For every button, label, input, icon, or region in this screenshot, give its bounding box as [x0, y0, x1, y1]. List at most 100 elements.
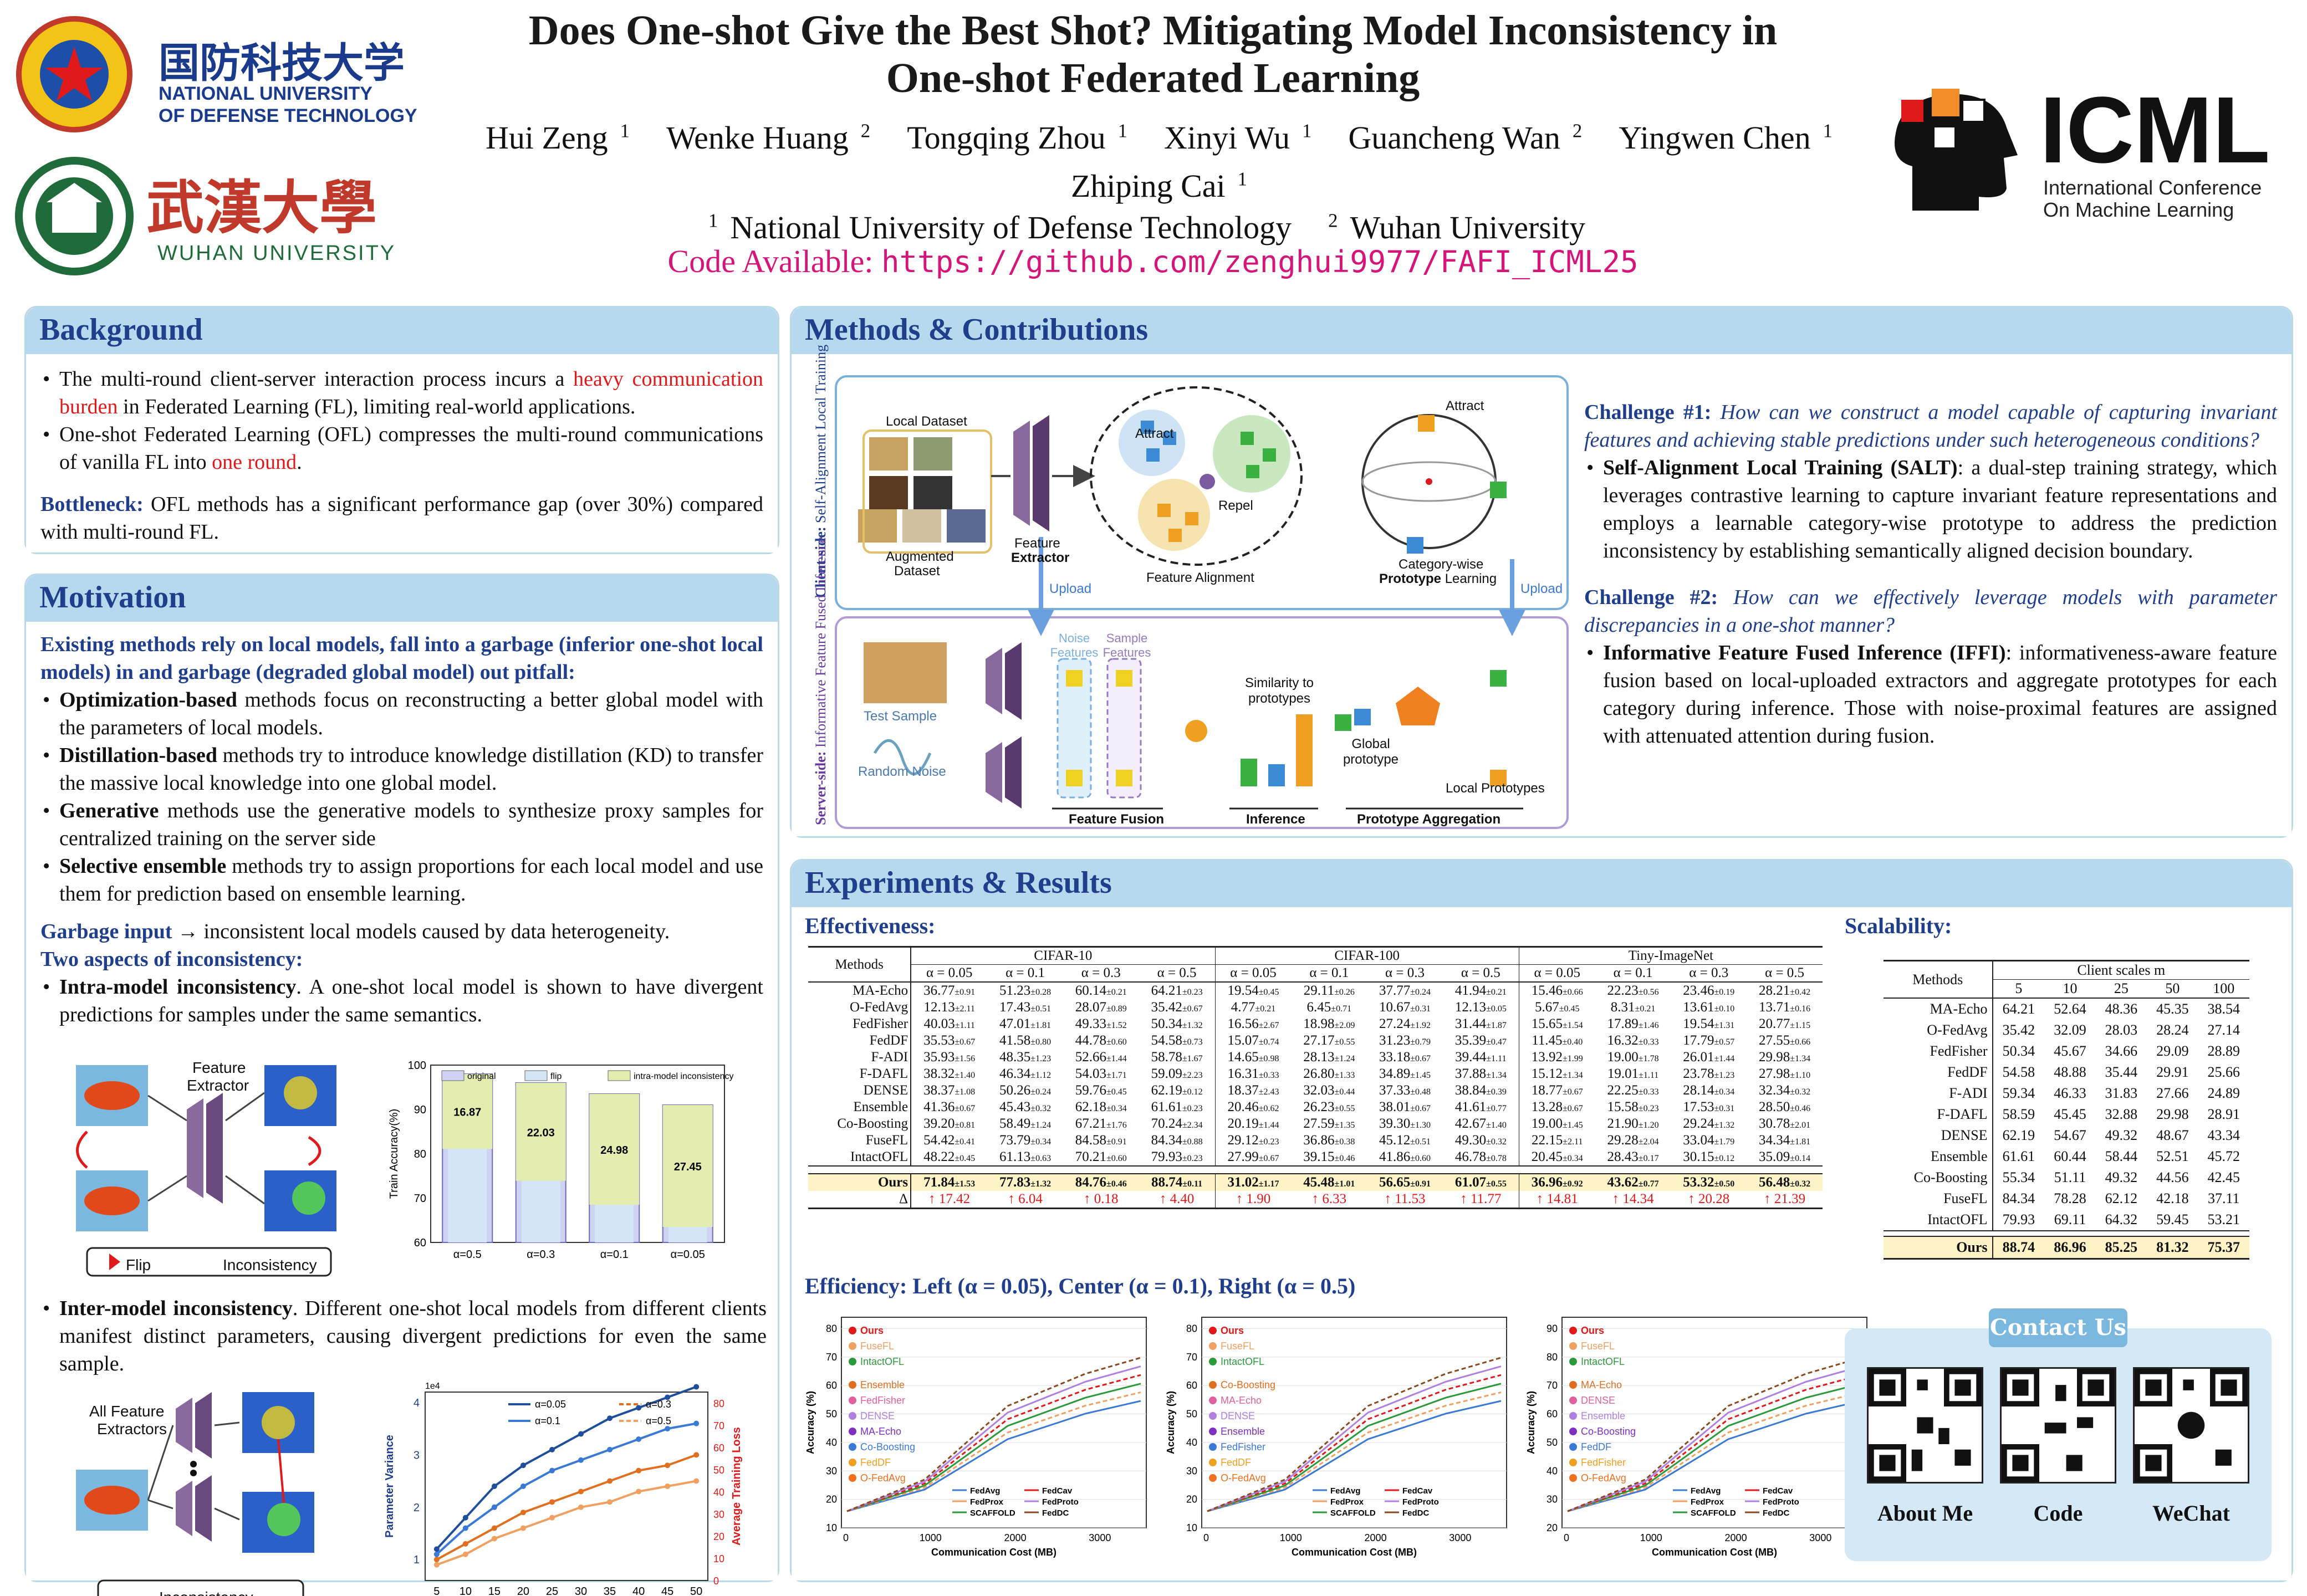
table-cell: 39.30±1.30 [1379, 1116, 1431, 1131]
inter-x-tick: 20 [517, 1585, 529, 1596]
intra-bar-inconsistency [515, 1083, 566, 1181]
eff-y-tick: 40 [826, 1437, 837, 1448]
eff-method-label: FedDF [1581, 1441, 1611, 1452]
delta-cell: ↑ 11.77 [1442, 1191, 1519, 1209]
qr-about-me[interactable] [1867, 1367, 1983, 1484]
table-row: FedFisher 50.34 45.67 34.66 29.09 28.89 [1884, 1041, 2249, 1062]
fig1-extractor-label2: Extractor [187, 1077, 249, 1094]
delta-cell: ↑ 0.18 [1084, 1191, 1119, 1206]
inter-point [520, 1462, 526, 1469]
table-cell: 29.98 [2156, 1106, 2189, 1122]
eff-point-marker [1569, 1428, 1577, 1435]
eff-y-tick: 20 [1186, 1494, 1197, 1505]
eff-series-line [846, 1357, 1141, 1512]
intra-bar-flip [668, 1227, 707, 1242]
eff-series-line [1567, 1383, 1862, 1512]
eff-point-marker [1209, 1474, 1217, 1482]
affiliation-number: 2 [1328, 210, 1338, 232]
table-cell: 12.13±0.05 [1442, 999, 1519, 1016]
server-side-label: Server-side: Informative Feature Fused I… [813, 536, 829, 825]
row-method-name: Ours [808, 1174, 912, 1191]
eff-y-tick: 50 [1186, 1409, 1197, 1420]
table-cell: 46.34±1.12 [999, 1066, 1052, 1081]
eff-x-tick: 2000 [1725, 1532, 1747, 1543]
inter-y-tick: 1 [414, 1554, 420, 1566]
table-row: Ensemble 61.61 60.44 58.44 52.51 45.72 [1884, 1146, 2249, 1167]
eff-method-label: DENSE [860, 1410, 895, 1421]
table-cell: 62.19±0.12 [1139, 1082, 1216, 1099]
eff-y-tick: 30 [826, 1465, 837, 1476]
table-cell: 58.59 [2002, 1106, 2035, 1122]
eff-method-label: DENSE [1221, 1410, 1255, 1421]
intra-legend-entry: original [467, 1072, 496, 1081]
eff-y-tick: 30 [1186, 1465, 1197, 1476]
eff-x-tick: 3000 [1809, 1532, 1831, 1543]
challenge-2: Challenge #2: How can we effectively lev… [1584, 586, 2277, 637]
table-cell: 18.98±2.09 [1303, 1016, 1355, 1031]
inter-point [636, 1488, 642, 1495]
inter-point [607, 1478, 613, 1484]
table-cell: 88.74±0.11 [1139, 1174, 1216, 1191]
qr-code[interactable] [2000, 1367, 2116, 1484]
table-header-alpha: α = 0.05 [1534, 965, 1580, 980]
table-cell: 41.94±0.21 [1442, 982, 1519, 999]
table-cell: 52.66±1.44 [1075, 1050, 1127, 1065]
delta-cell: ↑ 14.34 [1612, 1191, 1654, 1206]
label-local-prototypes: Local Prototypes [1446, 781, 1545, 796]
author-affiliation-number: 1 [1302, 120, 1312, 142]
author-name: Zhiping Cai [1070, 167, 1226, 204]
code-url[interactable]: https://github.com/zenghui9977/FAFI_ICML… [881, 244, 1639, 279]
table-cell: 27.55±0.66 [1759, 1033, 1811, 1048]
table-cell: 44.78±0.60 [1075, 1033, 1127, 1048]
inter-x-tick: 5 [433, 1585, 440, 1596]
eff-y-tick: 40 [1546, 1465, 1558, 1476]
eff-method-label: DENSE [1581, 1395, 1615, 1406]
table-cell: 45.45 [2054, 1106, 2086, 1122]
scale-header-m: 50 [2165, 980, 2180, 996]
table-cell: 61.61 [2002, 1148, 2035, 1164]
row-method-name: FedFisher [1884, 1041, 1993, 1062]
table-cell: 13.71±0.16 [1759, 1000, 1811, 1015]
table-cell: 62.12 [2105, 1190, 2138, 1206]
intra-bar-inconsistency [662, 1105, 713, 1227]
table-cell: 50.26±0.24 [999, 1083, 1052, 1098]
iffi-bullet: Informative Feature Fused Inference (IFF… [1584, 639, 2277, 750]
table-cell: 61.13±0.63 [999, 1149, 1052, 1164]
eff-point-marker [1209, 1358, 1217, 1365]
table-cell: 22.23±0.56 [1607, 983, 1659, 998]
table-cell: 34.34±1.81 [1759, 1133, 1811, 1148]
background-bullet-2: One-shot Federated Learning (OFL) compre… [40, 421, 763, 476]
table-cell: 27.24±1.92 [1379, 1016, 1431, 1031]
intra-x-tick: α=0.5 [453, 1249, 482, 1261]
table-cell: 36.77±0.91 [923, 983, 976, 998]
table-cell: 41.61±0.77 [1442, 1099, 1519, 1116]
table-cell: 27.66 [2156, 1085, 2189, 1101]
eff-legend-entry: FedProto [1763, 1497, 1799, 1507]
inter-point [636, 1467, 642, 1474]
eff-y-tick: 20 [826, 1494, 837, 1505]
background-title: Background [39, 313, 203, 347]
intra-bar-inconsistency [442, 1074, 493, 1149]
eff-method-label: MA-Echo [1221, 1395, 1262, 1406]
bottleneck-text: Bottleneck: OFL methods has a significan… [40, 493, 763, 544]
table-header-alpha: α = 0.5 [1442, 964, 1519, 982]
table-cell: 58.78±1.67 [1139, 1049, 1216, 1066]
table-row: Ensemble 41.36±0.67 45.43±0.32 62.18±0.34 61… [808, 1099, 1823, 1116]
row-method-name: IntactOFL [1884, 1209, 1993, 1231]
table-cell: 20.77±1.15 [1759, 1016, 1811, 1031]
contact-title: Contact Us [1989, 1308, 2127, 1347]
eff-x-tick: 0 [843, 1532, 849, 1543]
table-row: DENSE 62.19 54.67 49.32 48.67 43.34 [1884, 1125, 2249, 1146]
eff-method-label: FedFisher [860, 1395, 905, 1406]
code-link[interactable]: Code Available: https://github.com/zengh… [421, 243, 1885, 280]
table-cell: 36.96±0.92 [1531, 1175, 1583, 1190]
row-method-name: FedFisher [808, 1016, 912, 1032]
table-cell: 19.54±1.31 [1683, 1016, 1735, 1031]
qr-wechat[interactable] [2133, 1367, 2249, 1484]
inter-legend-entry: α=0.3 [646, 1399, 671, 1410]
inter-point [462, 1515, 468, 1521]
eff-x-tick: 2000 [1004, 1532, 1027, 1543]
eff-y-tick: 90 [1546, 1323, 1558, 1334]
table-cell: 38.37±1.08 [923, 1083, 976, 1098]
eff-method-label: MA-Echo [1581, 1379, 1622, 1390]
